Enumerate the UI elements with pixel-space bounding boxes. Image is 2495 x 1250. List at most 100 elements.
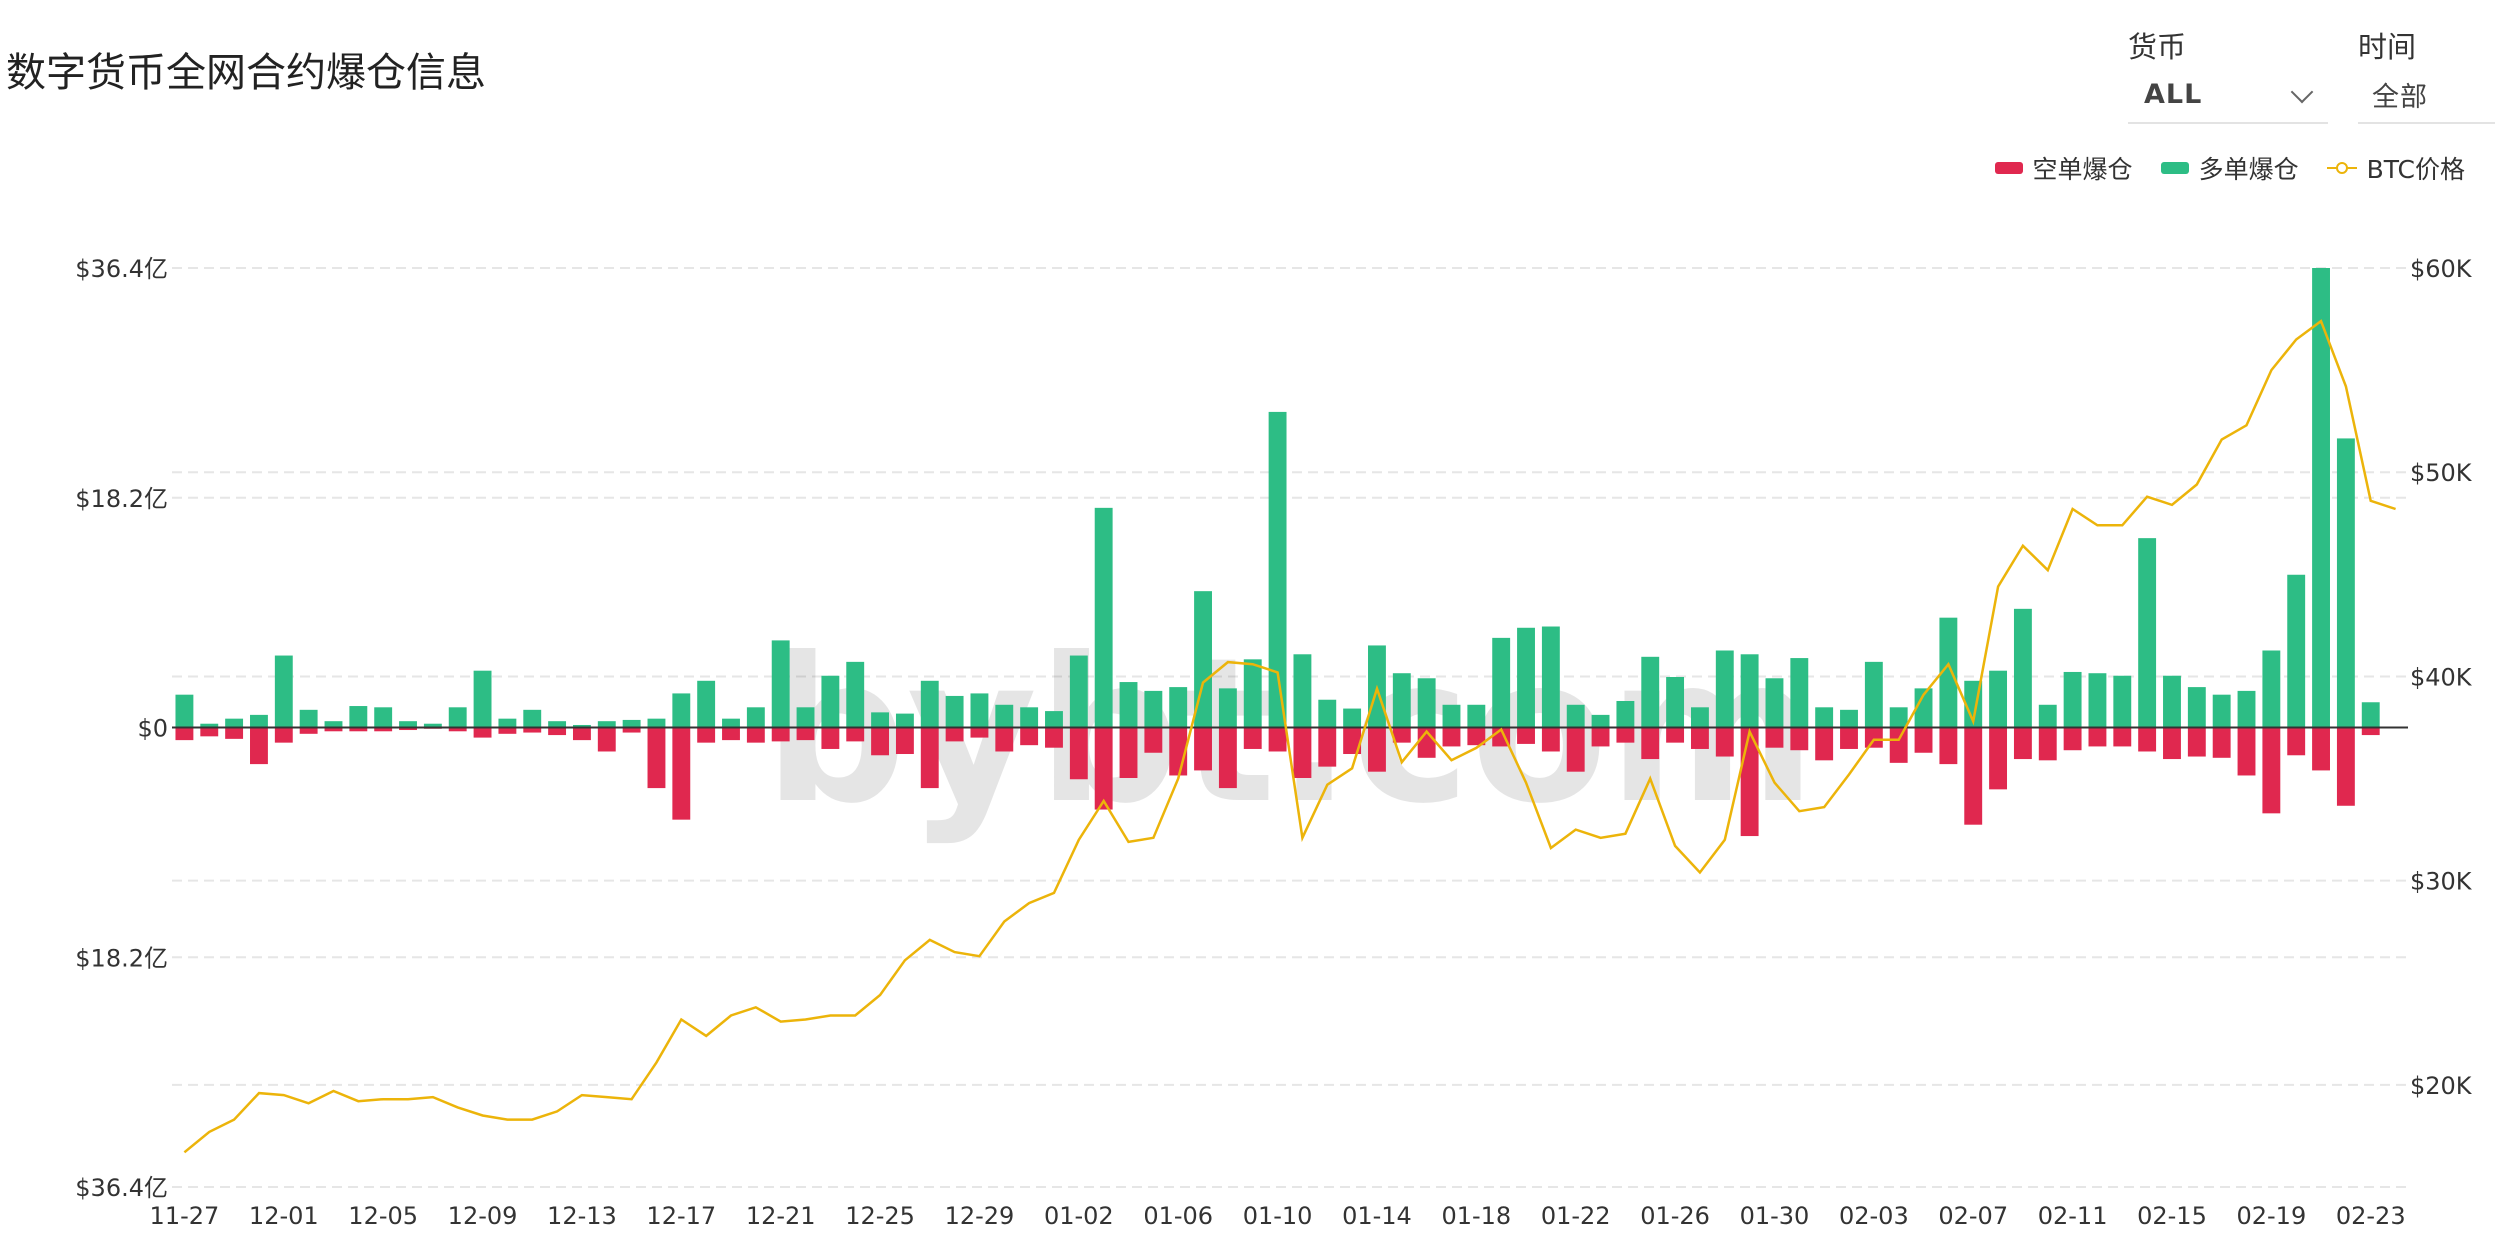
bar-short[interactable] xyxy=(274,727,293,743)
bar-long[interactable] xyxy=(1417,678,1436,728)
bar-long[interactable] xyxy=(2038,704,2057,728)
bar-long[interactable] xyxy=(423,723,442,728)
bar-long[interactable] xyxy=(1815,707,1834,728)
bar-long[interactable] xyxy=(1020,707,1039,728)
bar-long[interactable] xyxy=(995,704,1014,728)
bar-short[interactable] xyxy=(448,727,467,732)
bar-short[interactable] xyxy=(1368,727,1386,772)
bar-long[interactable] xyxy=(697,680,716,728)
bar-long[interactable] xyxy=(572,724,591,728)
bar-short[interactable] xyxy=(1566,727,1585,772)
bar-long[interactable] xyxy=(622,719,641,728)
bar-short[interactable] xyxy=(250,727,268,765)
bar-short[interactable] xyxy=(895,727,914,755)
bar-long[interactable] xyxy=(2237,690,2256,728)
bar-long[interactable] xyxy=(895,713,914,728)
bar-short[interactable] xyxy=(2163,727,2181,760)
bar-long[interactable] xyxy=(722,718,740,728)
bar-short[interactable] xyxy=(299,727,318,734)
bar-short[interactable] xyxy=(1045,727,1063,748)
bar-short[interactable] xyxy=(374,727,393,732)
bar-short[interactable] xyxy=(846,727,865,742)
bar-long[interactable] xyxy=(225,718,244,728)
bar-short[interactable] xyxy=(1939,727,1958,765)
bar-long[interactable] xyxy=(1790,658,1809,728)
bar-long[interactable] xyxy=(2187,687,2206,728)
bar-short[interactable] xyxy=(2088,727,2107,747)
bar-short[interactable] xyxy=(1194,727,1212,771)
bar-short[interactable] xyxy=(1541,727,1560,752)
bar-long[interactable] xyxy=(2336,438,2355,728)
bar-long[interactable] xyxy=(2013,608,2032,728)
bar-long[interactable] xyxy=(1715,650,1734,728)
bar-short[interactable] xyxy=(1268,727,1287,752)
bar-short[interactable] xyxy=(920,727,939,789)
bar-short[interactable] xyxy=(1840,727,1858,749)
bar-short[interactable] xyxy=(746,727,765,743)
bar-short[interactable] xyxy=(871,727,890,756)
bar-long[interactable] xyxy=(448,707,467,728)
bar-short[interactable] xyxy=(498,727,517,734)
bar-short[interactable] xyxy=(2013,727,2032,760)
bar-long[interactable] xyxy=(1765,678,1784,728)
bar-long[interactable] xyxy=(473,670,492,728)
bar-long[interactable] xyxy=(1492,637,1511,728)
bar-short[interactable] xyxy=(1666,727,1685,743)
bar-long[interactable] xyxy=(1218,688,1237,728)
bar-short[interactable] xyxy=(796,727,815,741)
bar-long[interactable] xyxy=(1243,659,1262,728)
bar-short[interactable] xyxy=(1889,727,1908,763)
bar-short[interactable] xyxy=(1815,727,1834,761)
bar-long[interactable] xyxy=(945,695,964,728)
bar-long[interactable] xyxy=(1914,688,1933,728)
bar-short[interactable] xyxy=(2113,727,2132,747)
bar-long[interactable] xyxy=(1740,654,1759,728)
bar-long[interactable] xyxy=(1666,677,1685,728)
bar-short[interactable] xyxy=(399,727,417,731)
bar-long[interactable] xyxy=(2312,268,2330,728)
bar-short[interactable] xyxy=(2336,727,2355,806)
bar-short[interactable] xyxy=(473,727,492,738)
bar-short[interactable] xyxy=(970,727,989,738)
bar-short[interactable] xyxy=(1442,727,1461,747)
bar-long[interactable] xyxy=(374,707,393,728)
bar-short[interactable] xyxy=(1069,727,1088,780)
bar-short[interactable] xyxy=(1343,727,1362,755)
bar-short[interactable] xyxy=(722,727,740,741)
currency-select[interactable]: ALL xyxy=(2128,66,2328,124)
bar-long[interactable] xyxy=(821,675,840,728)
bar-short[interactable] xyxy=(1144,727,1163,753)
bar-long[interactable] xyxy=(1144,690,1163,728)
bar-short[interactable] xyxy=(2138,727,2157,752)
bar-short[interactable] xyxy=(2187,727,2206,757)
bar-long[interactable] xyxy=(1541,626,1560,728)
bar-short[interactable] xyxy=(1715,727,1734,757)
bar-long[interactable] xyxy=(1045,711,1063,728)
bar-long[interactable] xyxy=(1989,670,2008,728)
bar-short[interactable] xyxy=(2063,727,2082,751)
bar-long[interactable] xyxy=(746,707,765,728)
bar-long[interactable] xyxy=(1169,687,1188,728)
bar-long[interactable] xyxy=(2138,538,2157,728)
bar-short[interactable] xyxy=(1864,727,1883,748)
bar-long[interactable] xyxy=(1840,709,1858,728)
bar-long[interactable] xyxy=(2212,694,2231,728)
bar-short[interactable] xyxy=(622,727,641,733)
bar-long[interactable] xyxy=(1566,704,1585,728)
bar-short[interactable] xyxy=(1616,727,1635,743)
bar-short[interactable] xyxy=(2237,727,2256,776)
bar-short[interactable] xyxy=(771,727,790,742)
bar-short[interactable] xyxy=(672,727,691,820)
bar-long[interactable] xyxy=(324,721,343,728)
bar-short[interactable] xyxy=(821,727,840,749)
bar-long[interactable] xyxy=(920,680,939,728)
bar-long[interactable] xyxy=(2361,702,2380,728)
bar-long[interactable] xyxy=(1591,714,1610,728)
bar-short[interactable] xyxy=(597,727,616,752)
bar-long[interactable] xyxy=(1616,700,1635,728)
bar-long[interactable] xyxy=(771,640,790,728)
bar-long[interactable] xyxy=(1392,673,1411,728)
bar-short[interactable] xyxy=(200,727,219,737)
bar-long[interactable] xyxy=(1690,707,1709,728)
bar-short[interactable] xyxy=(1467,727,1486,746)
